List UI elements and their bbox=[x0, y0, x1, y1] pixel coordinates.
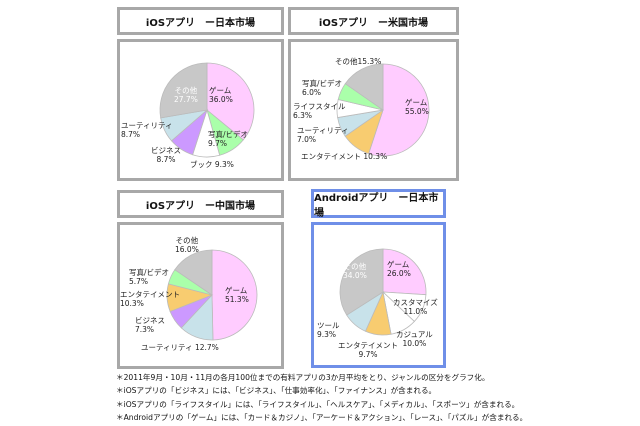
slice-label: その他 16.0% bbox=[175, 236, 199, 254]
slice-label: ゲーム 51.3% bbox=[225, 286, 249, 304]
footnote: ＊iOSアプリの「ビジネス」には、「ビジネス」、「仕事効率化」、「ファイナンス」… bbox=[116, 386, 437, 396]
pie-slice bbox=[368, 63, 430, 157]
slice-label: 写真/ビデオ 5.7% bbox=[129, 268, 170, 286]
pie-slice bbox=[174, 249, 213, 296]
footnotes: ＊2011年9月・10月・11月の各月100位までの有料アプリの3か月平均をとり… bbox=[116, 371, 527, 424]
pie-slice bbox=[206, 62, 255, 141]
title-android-japan: Androidアプリ ー日本市場 bbox=[311, 189, 446, 219]
pie-slice bbox=[159, 62, 208, 119]
slice-label: ユーティリティ 8.7% bbox=[121, 121, 173, 139]
slice-label: エンタテイメント 10.3% bbox=[120, 290, 180, 308]
slice-label: ゲーム 26.0% bbox=[387, 260, 411, 278]
footnote: ＊Androidアプリの「ゲーム」には、「カード＆カジノ」、「アーケード＆アクシ… bbox=[116, 412, 528, 422]
footnote: ＊iOSアプリの「ライフスタイル」には、「ライフスタイル」、「ヘルスケア」、「メ… bbox=[116, 399, 520, 409]
title-ios-china: iOSアプリ ー中国市場 bbox=[117, 190, 284, 218]
slice-label: その他15.3% bbox=[335, 57, 382, 66]
slice-label: ゲーム 55.0% bbox=[405, 98, 429, 116]
slice-label: 写真/ビデオ 9.7% bbox=[208, 130, 249, 148]
slice-label: カスタマイズ 11.0% bbox=[393, 298, 438, 316]
slice-label: ライフスタイル 6.3% bbox=[293, 102, 346, 120]
pie-slice bbox=[344, 63, 384, 111]
slice-label: ツール 9.3% bbox=[317, 321, 340, 339]
slice-label: エンタテイメント 9.7% bbox=[338, 341, 398, 359]
slice-label: その他 27.7% bbox=[174, 86, 198, 104]
slice-label: ビジネス 7.3% bbox=[135, 316, 165, 334]
slice-label: 写真/ビデオ 6.0% bbox=[302, 79, 343, 97]
slice-label: ビジネス 8.7% bbox=[151, 146, 181, 164]
slice-label: ブック 9.3% bbox=[190, 160, 234, 169]
pie-slice bbox=[382, 248, 427, 296]
slice-label: ユーティリティ 12.7% bbox=[141, 343, 219, 352]
pie-slice bbox=[339, 248, 384, 316]
slice-label: カジュアル 10.0% bbox=[396, 330, 433, 348]
slice-label: エンタテイメント 10.3% bbox=[301, 152, 388, 161]
slice-label: その他 34.0% bbox=[343, 262, 367, 280]
pie-slice bbox=[211, 249, 258, 341]
title-ios-japan: iOSアプリ ー日本市場 bbox=[117, 7, 284, 35]
title-ios-us: iOSアプリ ー米国市場 bbox=[288, 7, 459, 35]
slice-label: ユーティリティ 7.0% bbox=[297, 126, 349, 144]
footnote: ＊2011年9月・10月・11月の各月100位までの有料アプリの3か月平均をとり… bbox=[116, 373, 490, 382]
slice-label: ゲーム 36.0% bbox=[209, 86, 233, 104]
